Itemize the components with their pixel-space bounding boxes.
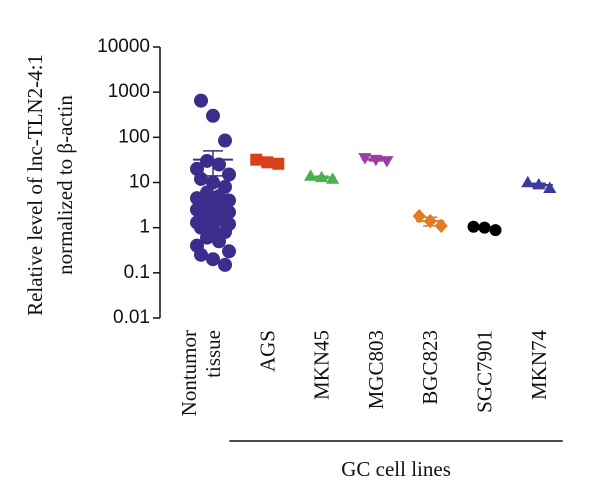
point bbox=[218, 133, 232, 148]
point bbox=[434, 218, 448, 233]
point bbox=[212, 234, 226, 249]
y-axis-label: normalized to β-actin bbox=[53, 95, 77, 275]
point bbox=[489, 224, 502, 237]
point bbox=[412, 208, 426, 224]
point bbox=[250, 153, 263, 166]
point bbox=[212, 157, 226, 172]
x-tick-label: SGC7901 bbox=[473, 330, 497, 413]
point bbox=[194, 171, 208, 186]
point bbox=[200, 230, 214, 245]
y-tick-label: 100 bbox=[118, 126, 150, 147]
y-tick-label: 1000 bbox=[108, 81, 150, 102]
y-tick-label: 10000 bbox=[97, 36, 150, 57]
x-tick-label: MKN45 bbox=[310, 330, 334, 400]
y-tick-label: 0.1 bbox=[124, 262, 150, 283]
y-tick-label: 1 bbox=[139, 217, 150, 238]
point bbox=[194, 93, 208, 108]
y-tick-label: 0.01 bbox=[113, 307, 150, 328]
x-tick-label: Nontumortissue bbox=[177, 330, 225, 416]
group-label: GC cell lines bbox=[341, 457, 451, 481]
point bbox=[200, 153, 214, 168]
y-axis-label: Relative level of lnc-TLN2-4:1 bbox=[23, 54, 47, 316]
point bbox=[222, 167, 236, 182]
x-tick-label: BGC823 bbox=[418, 330, 442, 405]
y-tick-label: 10 bbox=[129, 172, 150, 193]
point bbox=[222, 244, 236, 259]
x-tick-label: MKN74 bbox=[527, 330, 551, 401]
x-tick-label: AGS bbox=[255, 330, 279, 372]
x-tick-label: MGC803 bbox=[364, 330, 388, 409]
point bbox=[194, 247, 208, 262]
point bbox=[206, 252, 220, 267]
point bbox=[467, 220, 480, 233]
point bbox=[543, 181, 557, 193]
point bbox=[206, 108, 220, 123]
point bbox=[218, 257, 232, 272]
